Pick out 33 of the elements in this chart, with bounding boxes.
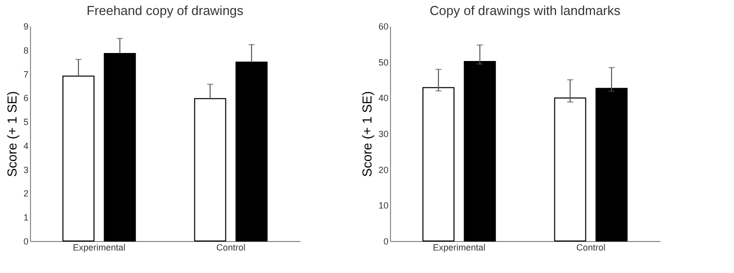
y-tick-label: 10 [378, 200, 388, 211]
bar [62, 76, 94, 242]
y-tick-label: 2 [23, 188, 28, 199]
chart-title: Freehand copy of drawings [86, 3, 244, 18]
bar [236, 62, 268, 242]
y-axis-title: Score (+ 1 SE) [4, 91, 20, 177]
y-tick-label: 8 [23, 45, 28, 56]
x-tick-label: Experimental [72, 242, 126, 252]
y-tick-label: 0 [23, 236, 28, 246]
x-tick-label: Control [216, 242, 246, 252]
y-axis-title: Score (+ 1 SE) [359, 91, 374, 177]
y-tick-label: 0 [383, 236, 388, 246]
bar [596, 88, 628, 242]
y-tick-label: 40 [378, 93, 388, 104]
x-tick-label: Experimental [432, 242, 486, 252]
chart-title: Copy of drawings with landmarks [430, 3, 621, 18]
y-tick-label: 50 [378, 57, 388, 68]
bar [464, 60, 496, 242]
bar [554, 98, 586, 242]
bar [422, 87, 454, 242]
y-tick-label: 5 [23, 117, 28, 128]
y-tick-label: 7 [23, 69, 28, 80]
y-tick-label: 4 [23, 140, 28, 151]
y-tick-label: 1 [23, 212, 28, 223]
y-tick-label: 6 [23, 93, 28, 104]
y-tick-label: 60 [378, 22, 388, 32]
bar [194, 98, 226, 242]
y-tick-label: 9 [23, 22, 28, 32]
bar [104, 52, 136, 242]
y-tick-label: 3 [23, 164, 28, 175]
y-tick-label: 30 [378, 129, 388, 139]
x-tick-label: Control [576, 242, 606, 252]
y-tick-label: 20 [378, 164, 388, 175]
